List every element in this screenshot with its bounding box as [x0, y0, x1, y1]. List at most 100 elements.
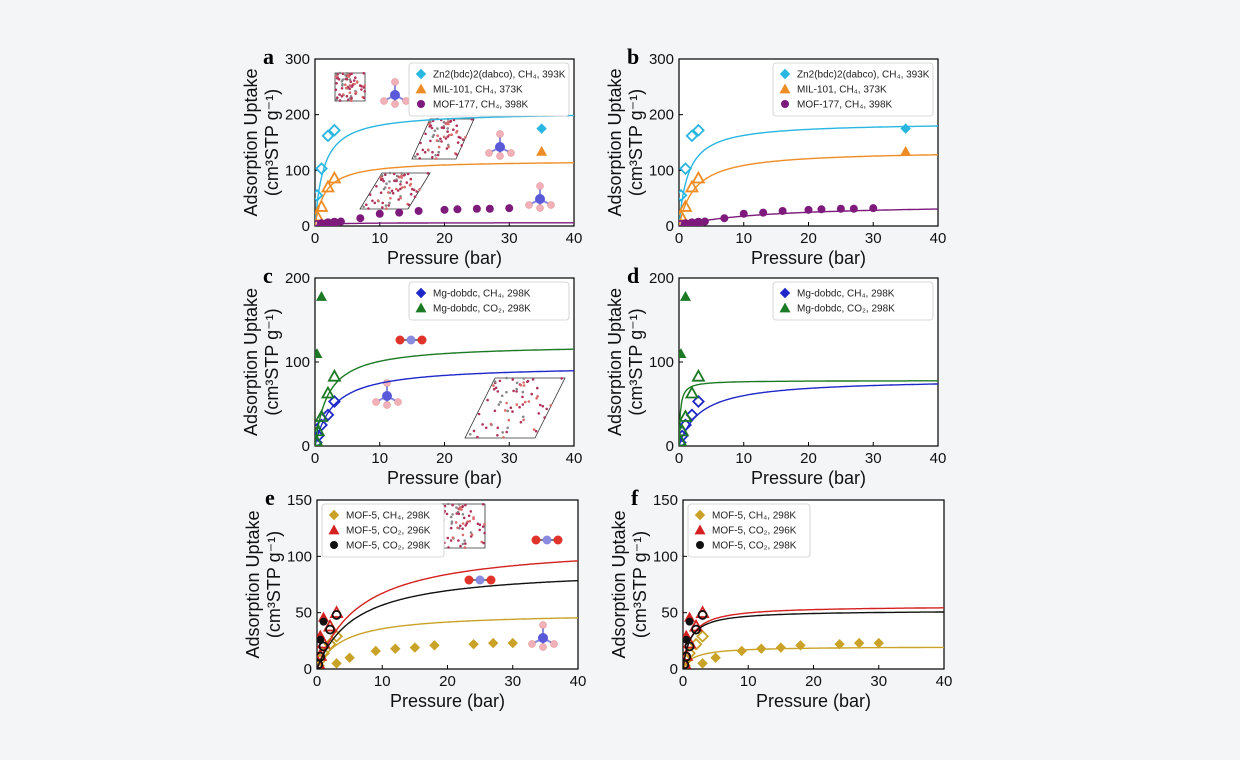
atom [458, 508, 461, 511]
atom [362, 86, 366, 89]
hydrogen-atom [528, 640, 536, 648]
atom [348, 91, 352, 94]
hydrogen-atom [536, 204, 544, 212]
atom [407, 203, 411, 207]
atom [380, 173, 384, 177]
atom [428, 120, 432, 123]
x-tick-label: 10 [371, 230, 388, 247]
oxygen-atom [486, 575, 496, 585]
atom [461, 513, 465, 516]
data-point-filled [679, 290, 691, 301]
fit-line [317, 579, 578, 669]
atom [489, 422, 493, 426]
data-point-filled [317, 219, 326, 226]
atom [522, 384, 526, 387]
atom [511, 410, 514, 413]
atom [338, 71, 342, 75]
atom [457, 135, 461, 139]
atom [362, 205, 366, 209]
data-point-open [315, 199, 329, 212]
legend: Zn2(bdc)2(dabco), CH₄, 393K MIL-101, CH₄,… [772, 62, 934, 117]
fit-line [315, 222, 574, 226]
legend-label: Zn2(bdc)2(dabco), CH₄, 393K [797, 70, 930, 81]
unit-cell [334, 72, 366, 102]
legend-marker [415, 83, 427, 94]
atom [434, 157, 438, 160]
atom [522, 415, 525, 419]
atom [461, 527, 464, 530]
atom [469, 510, 473, 513]
atom [536, 395, 539, 398]
atom [363, 90, 367, 93]
atom [414, 155, 417, 158]
atom [515, 387, 518, 391]
atom [381, 201, 385, 205]
atom [461, 533, 465, 537]
atom [447, 145, 450, 149]
data-layer [315, 114, 574, 226]
legend-label: MOF-5, CO₂, 296K [712, 526, 797, 537]
data-point-filled [319, 617, 328, 626]
y-tick-label: 300 [649, 51, 674, 68]
y-tick-label: 150 [287, 492, 312, 509]
x-tick-label: 20 [800, 450, 817, 467]
panel-e: 0 10 20 30 40 0 50 100 150 Pressure (bar) Adsorpti… [243, 485, 586, 711]
atom [518, 405, 521, 409]
data-layer [679, 123, 938, 226]
hydrogen-atom [391, 100, 399, 108]
hydrogen-atom [496, 152, 504, 160]
y-tick-label: 50 [661, 605, 678, 622]
atom [492, 387, 496, 391]
y-axis-unit: (cm³STP g⁻¹) [630, 531, 650, 638]
oxygen-atom [464, 575, 474, 585]
atom [472, 429, 476, 433]
atom [381, 206, 384, 209]
atom [436, 127, 439, 130]
data-point-filled [315, 290, 327, 301]
data-point-filled [344, 652, 355, 663]
data-point-open [315, 423, 326, 437]
atom [477, 412, 481, 416]
data-point-open [315, 429, 325, 443]
legend: Zn2(bdc)2(dabco), CH₄, 393K MIL-101, CH₄,… [408, 62, 570, 117]
y-axis-title: Adsorption Uptake [605, 288, 625, 436]
fit-line [317, 560, 578, 669]
data-point-open [691, 624, 701, 635]
hydrogen-atom [539, 621, 547, 629]
atom [536, 386, 539, 390]
panel-a: 0 10 20 30 40 0 100 200 300 Pressure (bar) Adsorpt… [241, 44, 582, 268]
atom [399, 187, 402, 191]
atom [509, 406, 513, 410]
atom [338, 99, 342, 102]
data-point-filled [775, 642, 787, 653]
legend-marker [779, 287, 791, 299]
atom [497, 403, 501, 406]
atom [388, 186, 391, 190]
hydrogen-atom [383, 379, 391, 387]
data-point-filled [869, 204, 878, 213]
y-axis-unit: (cm³STP g⁻¹) [264, 531, 284, 638]
y-tick-label: 100 [287, 548, 312, 565]
data-point-open [684, 385, 699, 399]
atom [437, 150, 441, 154]
atom [416, 152, 419, 156]
legend-marker [415, 287, 427, 299]
atom [334, 73, 338, 76]
atom [449, 515, 453, 519]
fit-line [679, 380, 938, 446]
atom [436, 153, 440, 157]
atom [451, 503, 454, 507]
hydrogen-atom [539, 643, 547, 651]
data-point-filled [507, 637, 518, 649]
atom [398, 176, 401, 179]
atom [334, 75, 338, 78]
atom [379, 176, 383, 179]
atom [415, 190, 419, 193]
hydrogen-atom [485, 149, 493, 157]
crystal-structure-icon [464, 376, 566, 439]
y-tick-label: 100 [285, 162, 310, 179]
legend-marker [417, 100, 425, 108]
data-point-filled [395, 208, 404, 217]
atom [423, 150, 427, 154]
